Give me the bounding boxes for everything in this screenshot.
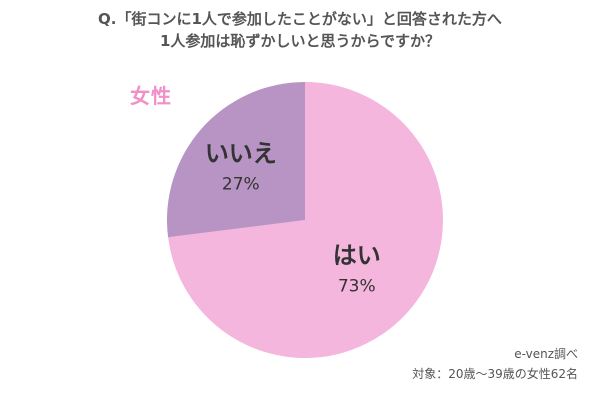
slice-percent-label-yes: 73% — [338, 277, 376, 297]
source-credit: e-venz調べ — [514, 347, 578, 361]
question-line-1: Q.「街コンに1人で参加したことがない」と回答された方へ — [98, 10, 502, 28]
slice-category-label-yes: はい — [333, 242, 381, 270]
slice-category-label-no: いいえ — [205, 139, 277, 167]
source-block: e-venz調べ 対象：20歳〜39歳の女性62名 — [412, 344, 578, 384]
pie-slice-yes — [168, 82, 443, 358]
pie-slice-no — [166, 82, 305, 238]
question-line-2: 1人参加は恥ずかしいと思うからですか？ — [160, 32, 440, 50]
group-label: 女性 — [130, 84, 172, 108]
chart-title: Q.「街コンに1人で参加したことがない」と回答された方へ 1人参加は恥ずかしいと… — [0, 8, 600, 52]
sample-note: 対象：20歳〜39歳の女性62名 — [412, 367, 578, 381]
slice-percent-label-no: 27% — [222, 174, 260, 194]
